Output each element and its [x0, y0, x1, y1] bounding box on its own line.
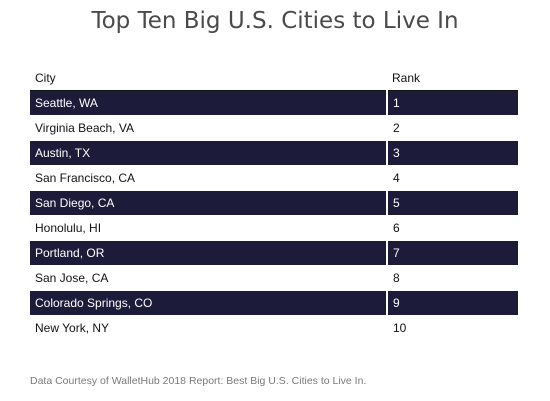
- column-header-city: City: [30, 66, 387, 91]
- city-cell: Seattle, WA: [30, 90, 388, 116]
- table-row: Honolulu, HI 6: [30, 215, 518, 241]
- rank-cell: 9: [387, 290, 518, 316]
- table-row: San Jose, CA 8: [30, 265, 518, 291]
- rank-cell: 2: [387, 115, 518, 141]
- city-cell: Austin, TX: [30, 140, 388, 166]
- source-note: Data Courtesy of WalletHub 2018 Report: …: [30, 375, 367, 387]
- city-cell: Portland, OR: [30, 240, 388, 266]
- table-row: Austin, TX 3: [30, 140, 518, 166]
- table-row: San Francisco, CA 4: [30, 165, 518, 191]
- table-row: Seattle, WA 1: [30, 90, 518, 116]
- table-row: Colorado Springs, CO 9: [30, 290, 518, 316]
- table-row: New York, NY 10: [30, 315, 518, 340]
- chart-title: Top Ten Big U.S. Cities to Live In: [91, 8, 459, 34]
- rank-cell: 5: [387, 190, 518, 216]
- city-cell: San Jose, CA: [30, 265, 388, 291]
- city-cell: San Diego, CA: [30, 190, 388, 216]
- rank-cell: 8: [387, 265, 518, 291]
- column-header-rank: Rank: [387, 66, 518, 91]
- rank-cell: 6: [387, 215, 518, 241]
- city-cell: Colorado Springs, CO: [30, 290, 388, 316]
- rank-cell: 1: [387, 90, 518, 116]
- city-cell: Virginia Beach, VA: [30, 115, 388, 141]
- cities-table: City Rank Seattle, WA 1 Virginia Beach, VA…: [30, 66, 518, 340]
- table-row: San Diego, CA 5: [30, 190, 518, 216]
- rank-cell: 4: [387, 165, 518, 191]
- rank-cell: 3: [387, 140, 518, 166]
- rank-cell: 7: [387, 240, 518, 266]
- city-cell: San Francisco, CA: [30, 165, 388, 191]
- city-cell: Honolulu, HI: [30, 215, 388, 241]
- rank-cell: 10: [387, 315, 518, 340]
- table-row: Virginia Beach, VA 2: [30, 115, 518, 141]
- table-header-row: City Rank: [30, 66, 518, 91]
- table-body: Seattle, WA 1 Virginia Beach, VA 2 Austin, T…: [30, 90, 518, 340]
- table-row: Portland, OR 7: [30, 240, 518, 266]
- city-cell: New York, NY: [30, 315, 388, 340]
